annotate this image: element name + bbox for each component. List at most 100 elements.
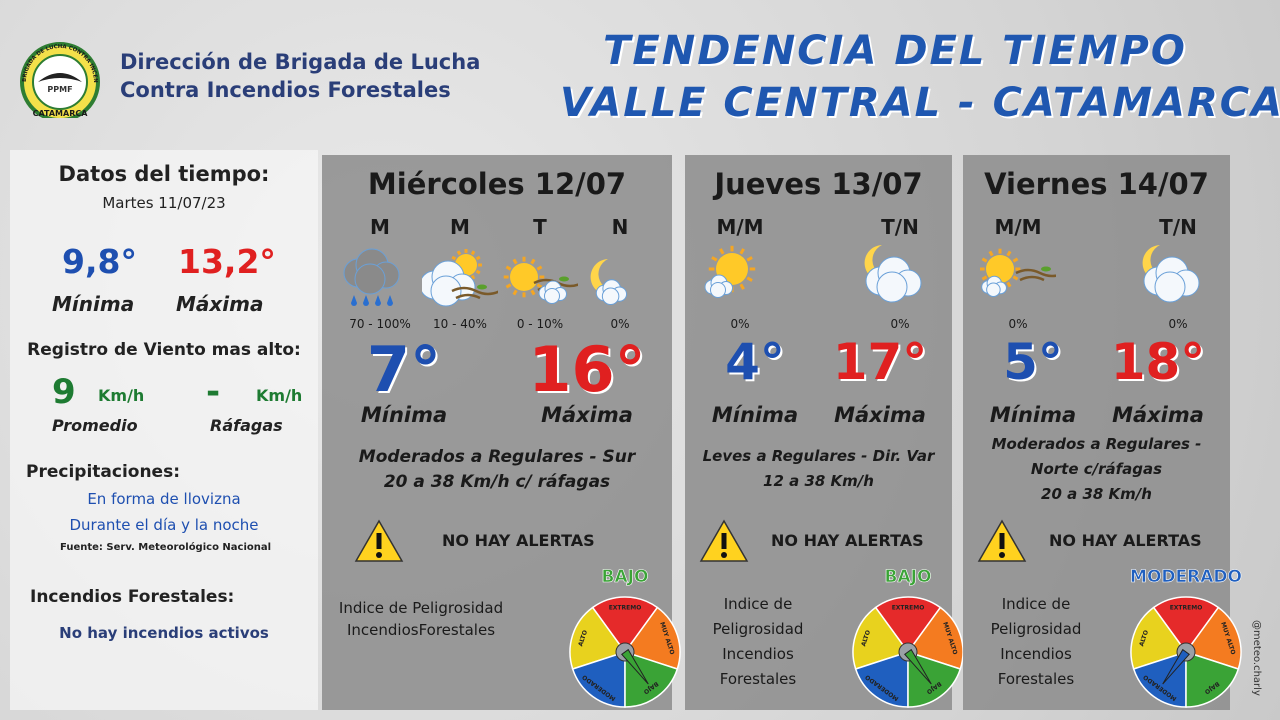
gauge-segment bbox=[1130, 606, 1188, 670]
logo-bottom: CATAMARCA bbox=[33, 109, 89, 118]
wind bbox=[1015, 268, 1056, 282]
index-label: Forestales bbox=[997, 670, 1075, 688]
alert-mark bbox=[999, 533, 1005, 549]
gauge-label: ALTO bbox=[860, 629, 872, 647]
title: TENDENCIA DEL TIEMPO bbox=[603, 28, 1187, 74]
day-title: Viernes 14/07 bbox=[984, 167, 1209, 201]
min-temp: 7° bbox=[366, 333, 442, 406]
precip: 0% bbox=[1168, 317, 1188, 331]
weather-icon bbox=[704, 245, 756, 298]
wind-avg-label: Promedio bbox=[52, 416, 138, 435]
sun-ray bbox=[746, 276, 753, 282]
sun-ray bbox=[1006, 281, 1012, 288]
sun-ray bbox=[530, 289, 536, 296]
max-label: Máxima bbox=[541, 403, 633, 427]
sun-ray bbox=[536, 265, 543, 271]
sun-ray bbox=[530, 258, 536, 265]
moon bbox=[590, 259, 622, 295]
org-line: Contra Incendios Forestales bbox=[120, 78, 451, 102]
period-label: M/M bbox=[716, 215, 764, 239]
precip-heading: Precipitaciones: bbox=[26, 462, 181, 482]
weather-icon bbox=[343, 248, 400, 306]
precip: 0% bbox=[890, 317, 910, 331]
alert-dot bbox=[376, 552, 382, 558]
logo-center: PPMF bbox=[47, 85, 72, 94]
sun-ray bbox=[470, 250, 476, 256]
sun bbox=[510, 263, 538, 291]
index-label: IncendiosForestales bbox=[346, 621, 496, 639]
precip: 0% bbox=[730, 317, 750, 331]
period-label: T/N bbox=[881, 215, 919, 239]
forecast-card: Jueves 13/07 M/M 0% T/N 0% 4° 17° Mínima Máxima L… bbox=[685, 155, 964, 710]
wind-line: Leves a Regulares - Dir. Var bbox=[702, 447, 935, 465]
gauge-segment bbox=[1185, 650, 1240, 708]
forecast-card: Miércoles 12/07 M 70 - 100% M 10 - 40% T 0 - 1… bbox=[322, 155, 681, 710]
cloud bbox=[354, 263, 386, 295]
sun-ray bbox=[1006, 250, 1012, 257]
index-label: Indice de Peligrosidad bbox=[338, 599, 504, 617]
precip-line: Durante el día y la noche bbox=[69, 516, 259, 534]
org-line: Dirección de Brigada de Lucha bbox=[120, 50, 481, 74]
min-temp: 9,8° bbox=[62, 242, 137, 281]
gauge-segment bbox=[569, 606, 627, 670]
sun-ray bbox=[512, 289, 518, 296]
min-label: Mínima bbox=[360, 403, 448, 427]
leaf bbox=[559, 276, 569, 282]
period-label: M bbox=[370, 215, 390, 239]
sun-ray bbox=[475, 255, 481, 261]
wind-gust-label: Ráfagas bbox=[210, 416, 283, 435]
sun-ray bbox=[451, 255, 457, 261]
fires: No hay incendios activos bbox=[59, 624, 269, 642]
precip: 70 - 100% bbox=[349, 317, 411, 331]
min-temp: 4° bbox=[725, 333, 785, 391]
index-label: Peligrosidad bbox=[712, 620, 804, 638]
sun-ray bbox=[739, 283, 745, 290]
max-label: Máxima bbox=[176, 292, 264, 316]
min-label: Mínima bbox=[52, 292, 135, 316]
period-label: M/M bbox=[994, 215, 1042, 239]
cloud bbox=[544, 288, 560, 304]
title: VALLE CENTRAL - CATAMARCA bbox=[560, 80, 1280, 126]
wind-line: Moderados a Regulares - bbox=[991, 435, 1202, 453]
source: Fuente: Serv. Meteorológico Nacional bbox=[60, 542, 272, 553]
danger-level: BAJO bbox=[601, 567, 649, 588]
gauge-segment bbox=[591, 596, 659, 654]
min-temp: 5° bbox=[1003, 333, 1063, 391]
index-label: Incendios bbox=[1000, 645, 1072, 663]
gauge-label: EXTREMO bbox=[1170, 605, 1203, 612]
sun-ray bbox=[711, 256, 718, 262]
gauge-needle bbox=[904, 648, 932, 685]
rain-drop bbox=[351, 295, 357, 306]
index-label: Peligrosidad bbox=[990, 620, 1082, 638]
summary-heading: Datos del tiempo: bbox=[58, 162, 270, 186]
cloud bbox=[601, 287, 620, 306]
summary-date: Martes 11/07/23 bbox=[102, 194, 226, 212]
precip-line: En forma de llovizna bbox=[87, 490, 241, 508]
cloud bbox=[430, 275, 462, 307]
leaf bbox=[477, 284, 487, 290]
precip: 0 - 10% bbox=[516, 317, 564, 331]
index-label: Indice de bbox=[1001, 595, 1071, 613]
cloud bbox=[986, 282, 1001, 297]
wind-line: 20 a 38 Km/h bbox=[1041, 485, 1152, 503]
wind-line: Norte c/ráfagas bbox=[1030, 460, 1163, 478]
gauge-segment bbox=[1152, 596, 1220, 654]
gauge-segment bbox=[852, 606, 910, 670]
credit: @meteo.charly bbox=[1251, 620, 1262, 696]
gauge-label: EXTREMO bbox=[892, 605, 925, 612]
alert-mark bbox=[376, 533, 382, 549]
logo: BRIGADA DE LUCHA CONTRA INCENDIOS FOREST… bbox=[12, 38, 100, 118]
gauge-segment bbox=[571, 650, 626, 708]
sun-ray bbox=[988, 250, 994, 257]
forecast-card: Viernes 14/07 M/M 0% T/N 0% 5° 18° Mínima Máxima… bbox=[963, 155, 1242, 710]
sun-ray bbox=[719, 248, 725, 255]
precip: 0% bbox=[610, 317, 630, 331]
weather-icon bbox=[1142, 245, 1200, 303]
alert-dot bbox=[721, 552, 727, 558]
danger-level: BAJO bbox=[884, 567, 932, 588]
gauge-segment bbox=[623, 606, 681, 670]
sun-ray bbox=[456, 250, 462, 256]
rain-drop bbox=[387, 295, 393, 306]
